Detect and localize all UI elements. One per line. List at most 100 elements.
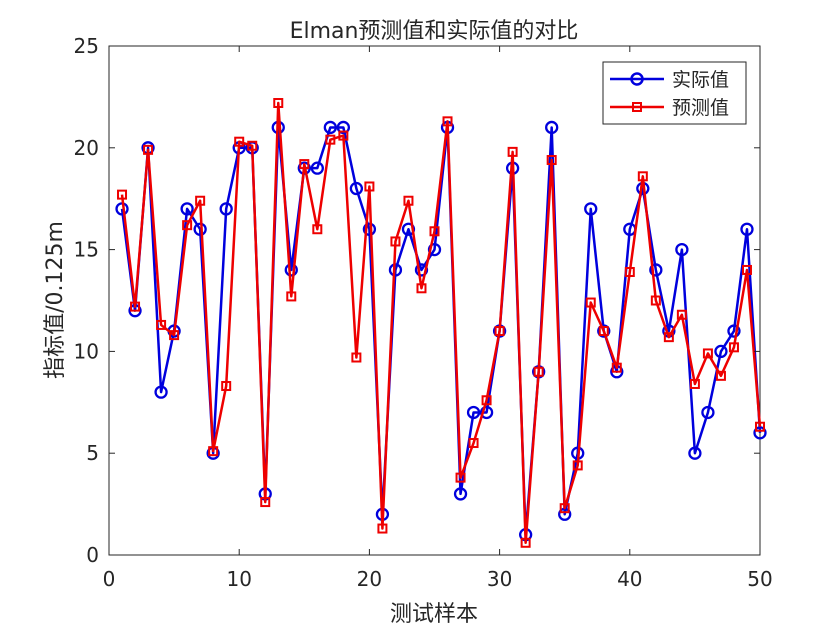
data-point	[286, 291, 297, 302]
data-point	[572, 460, 583, 471]
data-point	[714, 344, 728, 359]
legend: 实际值 预测值	[602, 61, 747, 125]
data-point	[479, 405, 494, 420]
data-point	[546, 155, 557, 166]
data-point	[284, 263, 298, 277]
data-point	[442, 116, 453, 127]
data-point	[481, 395, 492, 406]
data-point	[260, 497, 271, 508]
data-point	[584, 202, 598, 216]
data-point	[676, 309, 687, 320]
data-point	[143, 144, 154, 155]
data-point	[468, 438, 479, 449]
data-point	[728, 342, 739, 353]
data-point	[611, 362, 622, 373]
data-point	[753, 426, 767, 440]
data-point	[649, 263, 663, 277]
data-point	[585, 297, 596, 308]
y-axis-label: 指标值/0.125m	[43, 221, 68, 379]
data-point	[310, 161, 324, 175]
tick-layer: 0 10 20 30 40 50 0 5 10 15 20 25	[74, 34, 773, 591]
x-tick-label: 20	[357, 567, 382, 591]
data-point	[403, 195, 414, 206]
data-point	[702, 348, 713, 359]
data-point	[416, 283, 427, 294]
data-point	[180, 202, 194, 216]
data-point	[624, 266, 635, 277]
y-tick-label: 25	[74, 34, 99, 58]
data-point	[169, 330, 180, 341]
data-point	[234, 136, 245, 147]
data-point	[494, 326, 505, 337]
data-point	[195, 195, 206, 206]
data-point	[362, 222, 377, 236]
data-point	[675, 242, 689, 257]
data-point	[312, 224, 323, 235]
data-point	[520, 537, 531, 548]
data-point	[427, 242, 442, 257]
legend-marker-predicted	[632, 102, 642, 112]
data-point	[453, 487, 468, 501]
legend-box	[602, 61, 747, 125]
data-point	[740, 222, 754, 236]
data-point	[455, 472, 466, 483]
data-point	[247, 140, 258, 151]
x-tick-label: 10	[226, 567, 251, 591]
y-tick-label: 20	[74, 136, 99, 160]
data-point	[154, 385, 168, 399]
data-point	[598, 326, 609, 337]
y-tick-label: 5	[86, 441, 99, 465]
data-point	[338, 130, 349, 141]
data-point	[182, 220, 193, 231]
data-point	[414, 263, 429, 277]
legend-label-predicted: 预测值	[672, 97, 729, 119]
series-predicted	[117, 98, 765, 548]
data-point	[325, 134, 336, 145]
x-tick-label: 40	[617, 567, 642, 591]
series-line	[120, 101, 762, 545]
series-layer	[115, 98, 767, 548]
x-tick-label: 50	[747, 567, 772, 591]
data-point	[559, 503, 570, 514]
data-point	[715, 370, 726, 381]
data-point	[390, 236, 401, 247]
x-tick-label: 0	[103, 567, 116, 591]
data-point	[117, 189, 128, 200]
data-point	[156, 319, 167, 330]
data-point	[377, 523, 388, 534]
data-point	[741, 264, 752, 275]
data-point	[466, 405, 481, 420]
data-point	[688, 446, 702, 460]
y-tick-label: 10	[74, 339, 99, 363]
x-tick-label: 30	[487, 567, 512, 591]
data-point	[663, 332, 674, 343]
data-point	[429, 226, 440, 237]
data-point	[689, 378, 700, 389]
data-point	[351, 352, 362, 363]
series-line	[120, 126, 762, 536]
data-point	[323, 120, 337, 135]
data-point	[507, 146, 518, 157]
data-point	[208, 446, 219, 457]
data-point	[597, 324, 611, 338]
data-point	[219, 202, 233, 216]
legend-marker-actual	[630, 72, 644, 86]
data-point	[336, 120, 351, 135]
x-axis-label: 测试样本	[390, 602, 478, 627]
data-point	[755, 421, 765, 432]
data-point	[273, 98, 284, 109]
y-tick-label: 0	[86, 543, 99, 567]
data-point	[221, 381, 232, 392]
data-point	[130, 301, 141, 312]
legend-label-actual: 实际值	[672, 69, 729, 91]
data-point	[299, 159, 310, 170]
data-point	[364, 181, 375, 192]
data-point	[637, 171, 648, 182]
data-point	[727, 324, 741, 338]
y-tick-label: 15	[74, 238, 99, 262]
data-point	[533, 366, 544, 377]
chart-title: Elman预测值和实际值的对比	[290, 19, 579, 44]
data-point	[650, 295, 661, 306]
data-point	[349, 181, 364, 196]
